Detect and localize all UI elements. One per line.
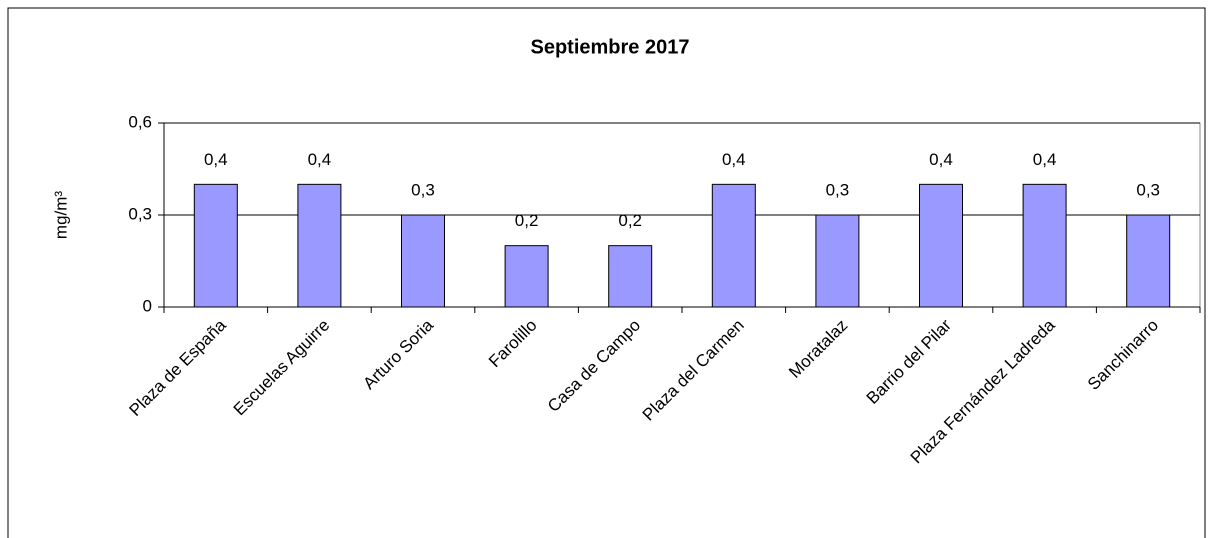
bar <box>711 183 756 308</box>
data-label: 0,3 <box>411 180 435 199</box>
data-label: 0,2 <box>618 211 642 230</box>
data-label: 0,4 <box>308 150 332 169</box>
data-label: 0,3 <box>1136 180 1160 199</box>
x-tick-label: Moratalaz <box>785 316 851 382</box>
data-label: 0,4 <box>722 150 746 169</box>
x-tick-label: Sanchinarro <box>1084 316 1162 394</box>
bar <box>1022 183 1067 308</box>
y-tick-label: 0,3 <box>128 204 152 223</box>
chart-frame <box>7 7 1206 538</box>
bar <box>919 183 963 308</box>
x-tick-label: Escuelas Aguirre <box>230 316 334 420</box>
bar <box>608 245 653 308</box>
x-tick-label: Barrio del Pilar <box>863 315 956 408</box>
y-tick-label: 0 <box>143 296 152 315</box>
data-label: 0,4 <box>1033 150 1057 169</box>
x-tick-label: Casa de Campo <box>544 316 644 416</box>
data-label: 0,3 <box>826 180 850 199</box>
x-tick-label: Farolillo <box>485 316 541 372</box>
y-tick-label: 0,6 <box>128 112 152 131</box>
x-tick-label: Arturo Soria <box>359 315 437 393</box>
x-tick-label: Plaza de España <box>125 315 230 420</box>
bar <box>297 183 342 308</box>
y-axis-label: mg/m³ <box>51 191 70 240</box>
bar <box>1126 214 1171 308</box>
data-label: 0,4 <box>929 150 953 169</box>
chart-title: Septiembre 2017 <box>531 36 690 58</box>
bar <box>401 214 445 308</box>
bar <box>504 245 549 308</box>
data-label: 0,2 <box>515 211 539 230</box>
data-label: 0,4 <box>204 150 228 169</box>
x-tick-label: Plaza del Carmen <box>639 316 748 425</box>
bar <box>193 183 238 308</box>
bar <box>815 214 860 308</box>
